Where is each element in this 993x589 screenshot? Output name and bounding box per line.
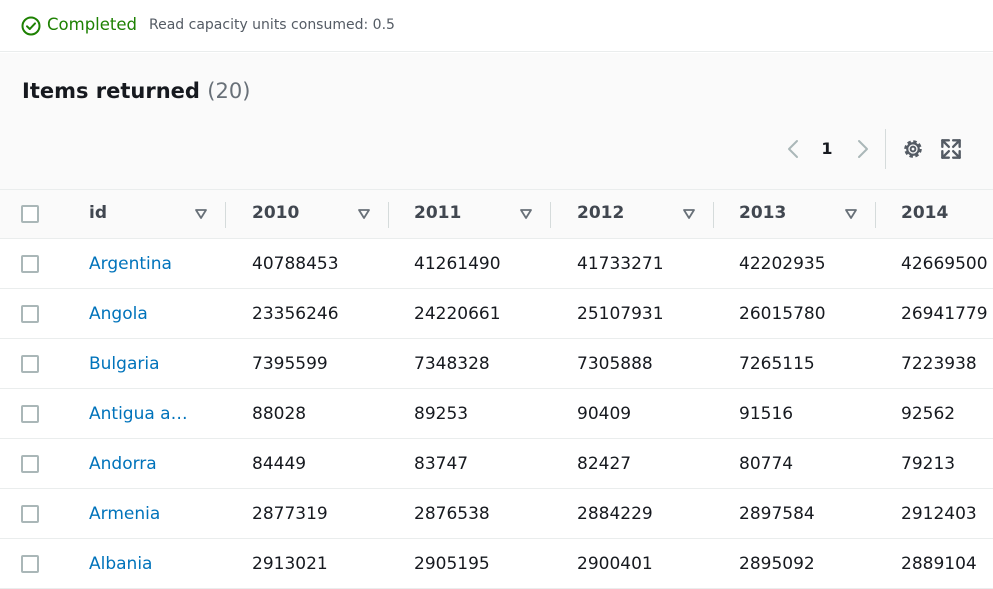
column-divider[interactable]: [388, 202, 389, 228]
gear-icon[interactable]: [900, 136, 926, 162]
table-row: Angola 23356246 24220661 25107931 260157…: [0, 289, 993, 339]
item-id-link[interactable]: Albania: [89, 554, 153, 574]
item-count: (20): [207, 79, 251, 103]
sort-caret-icon[interactable]: [682, 207, 696, 221]
table-cell: 40788453: [252, 254, 339, 274]
sort-caret-icon[interactable]: [357, 207, 371, 221]
row-checkbox[interactable]: [21, 405, 39, 423]
table-cell: 90409: [577, 404, 632, 424]
table-cell: 2876538: [414, 504, 490, 524]
table-cell: 82427: [577, 454, 632, 474]
status-label: Completed: [47, 15, 137, 34]
column-divider[interactable]: [550, 202, 551, 228]
table-cell: 2905195: [414, 554, 490, 574]
table-cell: 89253: [414, 404, 469, 424]
select-all-checkbox[interactable]: [21, 205, 39, 223]
table-cell: 2889104: [901, 554, 977, 574]
column-header-2010[interactable]: 2010: [252, 203, 300, 223]
table-cell: 2897584: [739, 504, 815, 524]
table-row: Armenia 2877319 2876538 2884229 2897584 …: [0, 489, 993, 539]
table-cell: 7305888: [577, 354, 653, 374]
table-cell: 80774: [739, 454, 794, 474]
page-title: Items returned (20): [22, 79, 250, 103]
column-header-2013[interactable]: 2013: [739, 203, 787, 223]
table-row: Albania 2913021 2905195 2900401 2895092 …: [0, 539, 993, 589]
table-cell: 91516: [739, 404, 794, 424]
table-cell: 2900401: [577, 554, 653, 574]
table-row: Argentina 40788453 41261490 41733271 422…: [0, 239, 993, 289]
table-cell: 79213: [901, 454, 956, 474]
table-cell: 88028: [252, 404, 307, 424]
item-id-link[interactable]: Bulgaria: [89, 354, 160, 374]
table-cell: 25107931: [577, 304, 664, 324]
table-cell: 23356246: [252, 304, 339, 324]
query-status-bar: Completed Read capacity units consumed: …: [0, 0, 993, 52]
table-cell: 42669500: [901, 254, 988, 274]
table-cell: 41261490: [414, 254, 501, 274]
capacity-consumed-text: Read capacity units consumed: 0.5: [149, 17, 395, 33]
chevron-right-icon[interactable]: [852, 137, 872, 161]
table-row: Antigua an… 88028 89253 90409 91516 9256…: [0, 389, 993, 439]
table-cell: 42202935: [739, 254, 826, 274]
row-checkbox[interactable]: [21, 555, 39, 573]
items-returned-panel: Items returned (20) 1 id 201: [0, 53, 993, 589]
table-cell: 2895092: [739, 554, 815, 574]
table-cell: 2912403: [901, 504, 977, 524]
check-circle-icon: [21, 16, 41, 36]
column-header-2011[interactable]: 2011: [414, 203, 462, 223]
table-cell: 84449: [252, 454, 307, 474]
table-cell: 7265115: [739, 354, 815, 374]
table-cell: 41733271: [577, 254, 664, 274]
sort-caret-icon[interactable]: [194, 207, 208, 221]
item-id-link[interactable]: Antigua an…: [89, 404, 195, 424]
sort-caret-icon[interactable]: [844, 207, 858, 221]
table-cell: 7395599: [252, 354, 328, 374]
column-divider[interactable]: [713, 202, 714, 228]
table-cell: 7348328: [414, 354, 490, 374]
table-cell: 7223938: [901, 354, 977, 374]
table-row: Andorra 84449 83747 82427 80774 79213: [0, 439, 993, 489]
sort-caret-icon[interactable]: [519, 207, 533, 221]
table-cell: 2877319: [252, 504, 328, 524]
row-checkbox[interactable]: [21, 505, 39, 523]
panel-title-text: Items returned: [22, 79, 200, 103]
item-id-link[interactable]: Argentina: [89, 254, 172, 274]
row-checkbox[interactable]: [21, 455, 39, 473]
table-cell: 92562: [901, 404, 956, 424]
toolbar-divider: [885, 129, 886, 169]
item-id-link[interactable]: Angola: [89, 304, 148, 324]
column-divider[interactable]: [875, 202, 876, 228]
table-cell: 83747: [414, 454, 469, 474]
table-cell: 26941779: [901, 304, 988, 324]
column-header-2012[interactable]: 2012: [577, 203, 625, 223]
table-cell: 24220661: [414, 304, 501, 324]
row-checkbox[interactable]: [21, 305, 39, 323]
item-id-link[interactable]: Andorra: [89, 454, 157, 474]
table-cell: 2913021: [252, 554, 328, 574]
column-divider[interactable]: [225, 202, 226, 228]
column-header-2014[interactable]: 2014: [901, 203, 949, 223]
row-checkbox[interactable]: [21, 355, 39, 373]
table-cell: 2884229: [577, 504, 653, 524]
table-header-row: id 2010 2011 2012 2013 2014: [0, 189, 993, 239]
column-header-id[interactable]: id: [89, 203, 107, 223]
chevron-left-icon[interactable]: [784, 137, 804, 161]
expand-icon[interactable]: [938, 136, 964, 162]
table-row: Bulgaria 7395599 7348328 7305888 7265115…: [0, 339, 993, 389]
table-cell: 26015780: [739, 304, 826, 324]
row-checkbox[interactable]: [21, 255, 39, 273]
pagination-page-1[interactable]: 1: [821, 139, 833, 158]
item-id-link[interactable]: Armenia: [89, 504, 161, 524]
